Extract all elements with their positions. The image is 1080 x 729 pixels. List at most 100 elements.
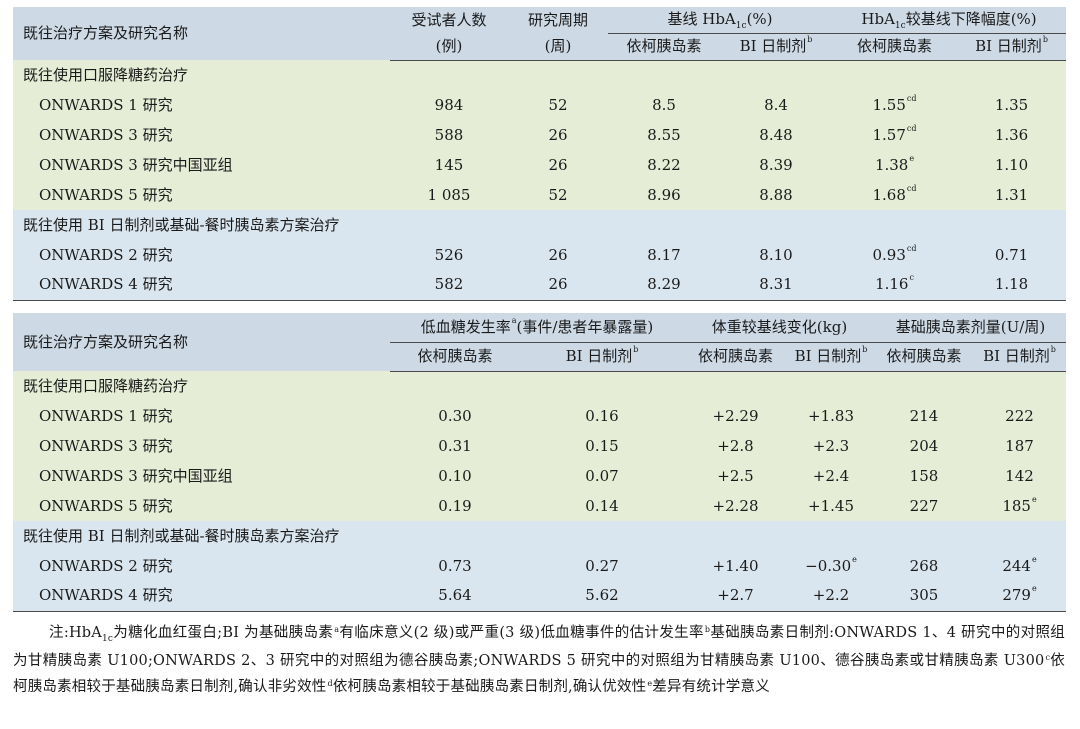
- table-row: ONWARDS 3 研究 588 26 8.55 8.48 1.57cd 1.36: [13, 120, 1067, 150]
- study-name-cell: ONWARDS 1 研究: [13, 90, 390, 120]
- weight-bi-cell: −0.30e: [787, 551, 875, 581]
- decrease-icodec-cell: 1.55cd: [832, 90, 958, 120]
- column-header-basal-dose: 基础胰岛素剂量(U/周): [875, 313, 1066, 343]
- baseline-icodec-cell: 8.55: [608, 120, 720, 150]
- table-row: ONWARDS 1 研究 984 52 8.5 8.4 1.55cd 1.35: [13, 90, 1067, 120]
- baseline-bi-cell: 8.39: [720, 150, 833, 180]
- hypo-icodec-cell: 0.73: [390, 551, 520, 581]
- column-header-icodec: 依柯胰岛素: [832, 33, 958, 61]
- hypo-icodec-cell: 0.31: [390, 431, 520, 461]
- dose-icodec-cell: 305: [875, 581, 973, 612]
- column-header-period: 研究周期: [508, 7, 608, 33]
- group-title: 既往使用口服降糖药治疗: [13, 60, 1067, 90]
- column-header-bi: BI 日制剂b: [957, 33, 1067, 61]
- decrease-bi-cell: 1.10: [957, 150, 1067, 180]
- study-name-cell: ONWARDS 4 研究: [13, 270, 390, 301]
- decrease-bi-cell: 1.18: [957, 270, 1067, 301]
- baseline-icodec-cell: 8.17: [608, 240, 720, 270]
- dose-icodec-cell: 204: [875, 431, 973, 461]
- decrease-icodec-cell: 1.38e: [832, 150, 958, 180]
- subjects-cell: 582: [390, 270, 508, 301]
- table-row: ONWARDS 4 研究 5.64 5.62 +2.7 +2.2 305 279e: [13, 581, 1066, 612]
- decrease-icodec-cell: 0.93cd: [832, 240, 958, 270]
- column-header-hba1c-decrease: HbA1c较基线下降幅度(%): [832, 7, 1067, 34]
- subjects-cell: 526: [390, 240, 508, 270]
- table-efficacy: 既往治疗方案及研究名称 受试者人数 研究周期 基线 HbA1c(%) HbA1c…: [13, 7, 1067, 301]
- column-header-icodec: 依柯胰岛素: [390, 342, 520, 372]
- group-oral-agents: 既往使用口服降糖药治疗 ONWARDS 1 研究 0.30 0.16 +2.29 +1.8…: [13, 371, 1066, 521]
- group-bi-or-basal-bolus: 既往使用 BI 日制剂或基础-餐时胰岛素方案治疗 ONWARDS 2 研究 526 2…: [13, 210, 1067, 301]
- decrease-icodec-cell: 1.57cd: [832, 120, 958, 150]
- table-row: ONWARDS 3 研究中国亚组 0.10 0.07 +2.5 +2.4 158 142: [13, 461, 1066, 491]
- study-name-cell: ONWARDS 1 研究: [13, 401, 390, 431]
- period-cell: 26: [508, 240, 608, 270]
- column-header-name: 既往治疗方案及研究名称: [13, 313, 390, 371]
- baseline-bi-cell: 8.48: [720, 120, 833, 150]
- hypo-bi-cell: 0.27: [520, 551, 684, 581]
- group-title: 既往使用口服降糖药治疗: [13, 371, 1066, 401]
- study-name-cell: ONWARDS 3 研究: [13, 431, 390, 461]
- dose-icodec-cell: 214: [875, 401, 973, 431]
- dose-bi-cell: 185e: [973, 491, 1066, 521]
- table-row: ONWARDS 5 研究 1 085 52 8.96 8.88 1.68cd 1.31: [13, 180, 1067, 210]
- subjects-cell: 145: [390, 150, 508, 180]
- table-header-row: 依柯胰岛素 BI 日制剂b 依柯胰岛素 BI 日制剂b 依柯胰岛素 BI 日制剂…: [13, 342, 1066, 372]
- dose-icodec-cell: 227: [875, 491, 973, 521]
- decrease-bi-cell: 0.71: [957, 240, 1067, 270]
- decrease-bi-cell: 1.31: [957, 180, 1067, 210]
- study-name-cell: ONWARDS 3 研究: [13, 120, 390, 150]
- table-header-row: 既往治疗方案及研究名称 低血糖发生率a(事件/患者年暴露量) 体重较基线变化(k…: [13, 313, 1066, 371]
- baseline-bi-cell: 8.88: [720, 180, 833, 210]
- hypo-bi-cell: 0.14: [520, 491, 684, 521]
- column-header-hypoglycemia: 低血糖发生率a(事件/患者年暴露量): [390, 313, 684, 343]
- table-footnote: 注:HbA1c为糖化血红蛋白;BI 为基础胰岛素a有临床意义(2 级)或严重(3…: [13, 625, 1066, 695]
- table-safety: 既往治疗方案及研究名称 低血糖发生率a(事件/患者年暴露量) 体重较基线变化(k…: [13, 313, 1066, 612]
- dose-bi-cell: 187: [973, 431, 1066, 461]
- column-header-subjects: 受试者人数: [390, 7, 508, 33]
- column-header-bi: BI 日制剂b: [720, 33, 833, 61]
- table-row: ONWARDS 2 研究 526 26 8.17 8.10 0.93cd 0.71: [13, 240, 1067, 270]
- hypo-bi-cell: 0.07: [520, 461, 684, 491]
- table-row: ONWARDS 2 研究 0.73 0.27 +1.40 −0.30e 268 244e: [13, 551, 1066, 581]
- column-header-bi: BI 日制剂b: [973, 342, 1066, 372]
- weight-icodec-cell: +2.8: [684, 431, 787, 461]
- study-name-cell: ONWARDS 3 研究中国亚组: [13, 150, 390, 180]
- dose-bi-cell: 142: [973, 461, 1066, 491]
- hypo-icodec-cell: 0.10: [390, 461, 520, 491]
- period-cell: 26: [508, 150, 608, 180]
- group-oral-agents: 既往使用口服降糖药治疗 ONWARDS 1 研究 984 52 8.5 8.4 1.55cd…: [13, 60, 1067, 210]
- baseline-bi-cell: 8.31: [720, 270, 833, 301]
- weight-bi-cell: +1.45: [787, 491, 875, 521]
- hypo-bi-cell: 0.16: [520, 401, 684, 431]
- hypo-bi-cell: 5.62: [520, 581, 684, 612]
- baseline-icodec-cell: 8.96: [608, 180, 720, 210]
- dose-icodec-cell: 158: [875, 461, 973, 491]
- table-header-row: 既往治疗方案及研究名称 受试者人数 研究周期 基线 HbA1c(%) HbA1c…: [13, 7, 1067, 60]
- hypo-bi-cell: 0.15: [520, 431, 684, 461]
- dose-bi-cell: 222: [973, 401, 1066, 431]
- period-cell: 26: [508, 270, 608, 301]
- group-header-row: 既往使用 BI 日制剂或基础-餐时胰岛素方案治疗: [13, 210, 1067, 240]
- hypo-icodec-cell: 0.30: [390, 401, 520, 431]
- column-header-icodec: 依柯胰岛素: [875, 342, 973, 372]
- weight-bi-cell: +2.2: [787, 581, 875, 612]
- period-cell: 26: [508, 120, 608, 150]
- decrease-bi-cell: 1.35: [957, 90, 1067, 120]
- decrease-icodec-cell: 1.68cd: [832, 180, 958, 210]
- dose-icodec-cell: 268: [875, 551, 973, 581]
- weight-icodec-cell: +2.5: [684, 461, 787, 491]
- table-header-row: (例) (周) 依柯胰岛素 BI 日制剂b 依柯胰岛素 BI 日制剂b: [13, 33, 1067, 61]
- table-row: ONWARDS 4 研究 582 26 8.29 8.31 1.16c 1.18: [13, 270, 1067, 301]
- column-header-subjects-unit: (例): [390, 33, 508, 61]
- period-cell: 52: [508, 90, 608, 120]
- group-header-row: 既往使用口服降糖药治疗: [13, 60, 1067, 90]
- group-title: 既往使用 BI 日制剂或基础-餐时胰岛素方案治疗: [13, 210, 1067, 240]
- weight-icodec-cell: +2.7: [684, 581, 787, 612]
- weight-bi-cell: +2.3: [787, 431, 875, 461]
- study-name-cell: ONWARDS 5 研究: [13, 491, 390, 521]
- decrease-bi-cell: 1.36: [957, 120, 1067, 150]
- study-name-cell: ONWARDS 4 研究: [13, 581, 390, 612]
- column-header-weight-change: 体重较基线变化(kg): [684, 313, 875, 343]
- group-header-row: 既往使用 BI 日制剂或基础-餐时胰岛素方案治疗: [13, 521, 1066, 551]
